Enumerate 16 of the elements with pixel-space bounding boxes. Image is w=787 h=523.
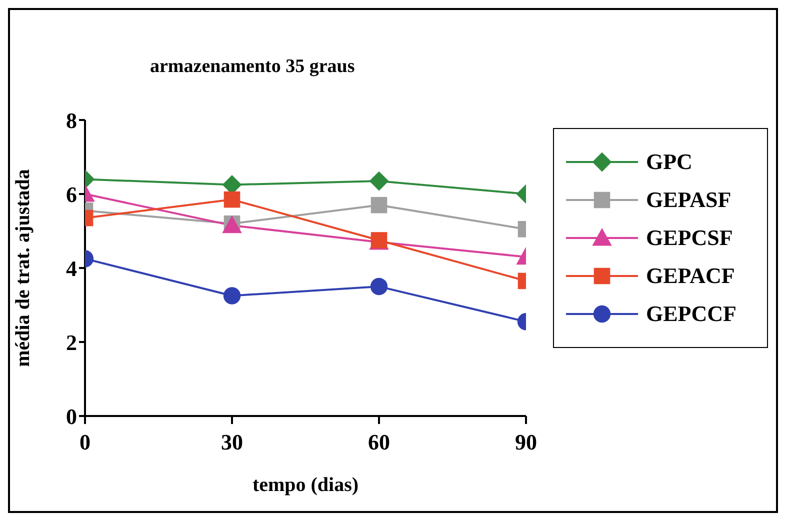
legend-label: GEPACF: [646, 263, 735, 289]
legend-label: GPC: [646, 149, 692, 175]
y-tick-label: 2: [66, 330, 77, 355]
legend-label: GEPCSF: [646, 225, 733, 251]
y-tick-label: 8: [66, 108, 77, 133]
x-axis-title: tempo (dias): [252, 474, 359, 496]
y-tick-label: 6: [66, 182, 77, 207]
x-tick-label: 90: [515, 430, 537, 455]
y-tick-label: 0: [66, 404, 77, 429]
legend-label: GEPASF: [646, 187, 732, 213]
chart-title: armazenamento 35 graus: [150, 56, 355, 78]
y-tick-label: 4: [66, 256, 77, 281]
y-axis-title: média de trat. ajustada: [12, 169, 34, 367]
legend-label: GEPCCF: [646, 301, 736, 327]
x-tick-label: 30: [221, 430, 243, 455]
x-tick-label: 60: [368, 430, 390, 455]
